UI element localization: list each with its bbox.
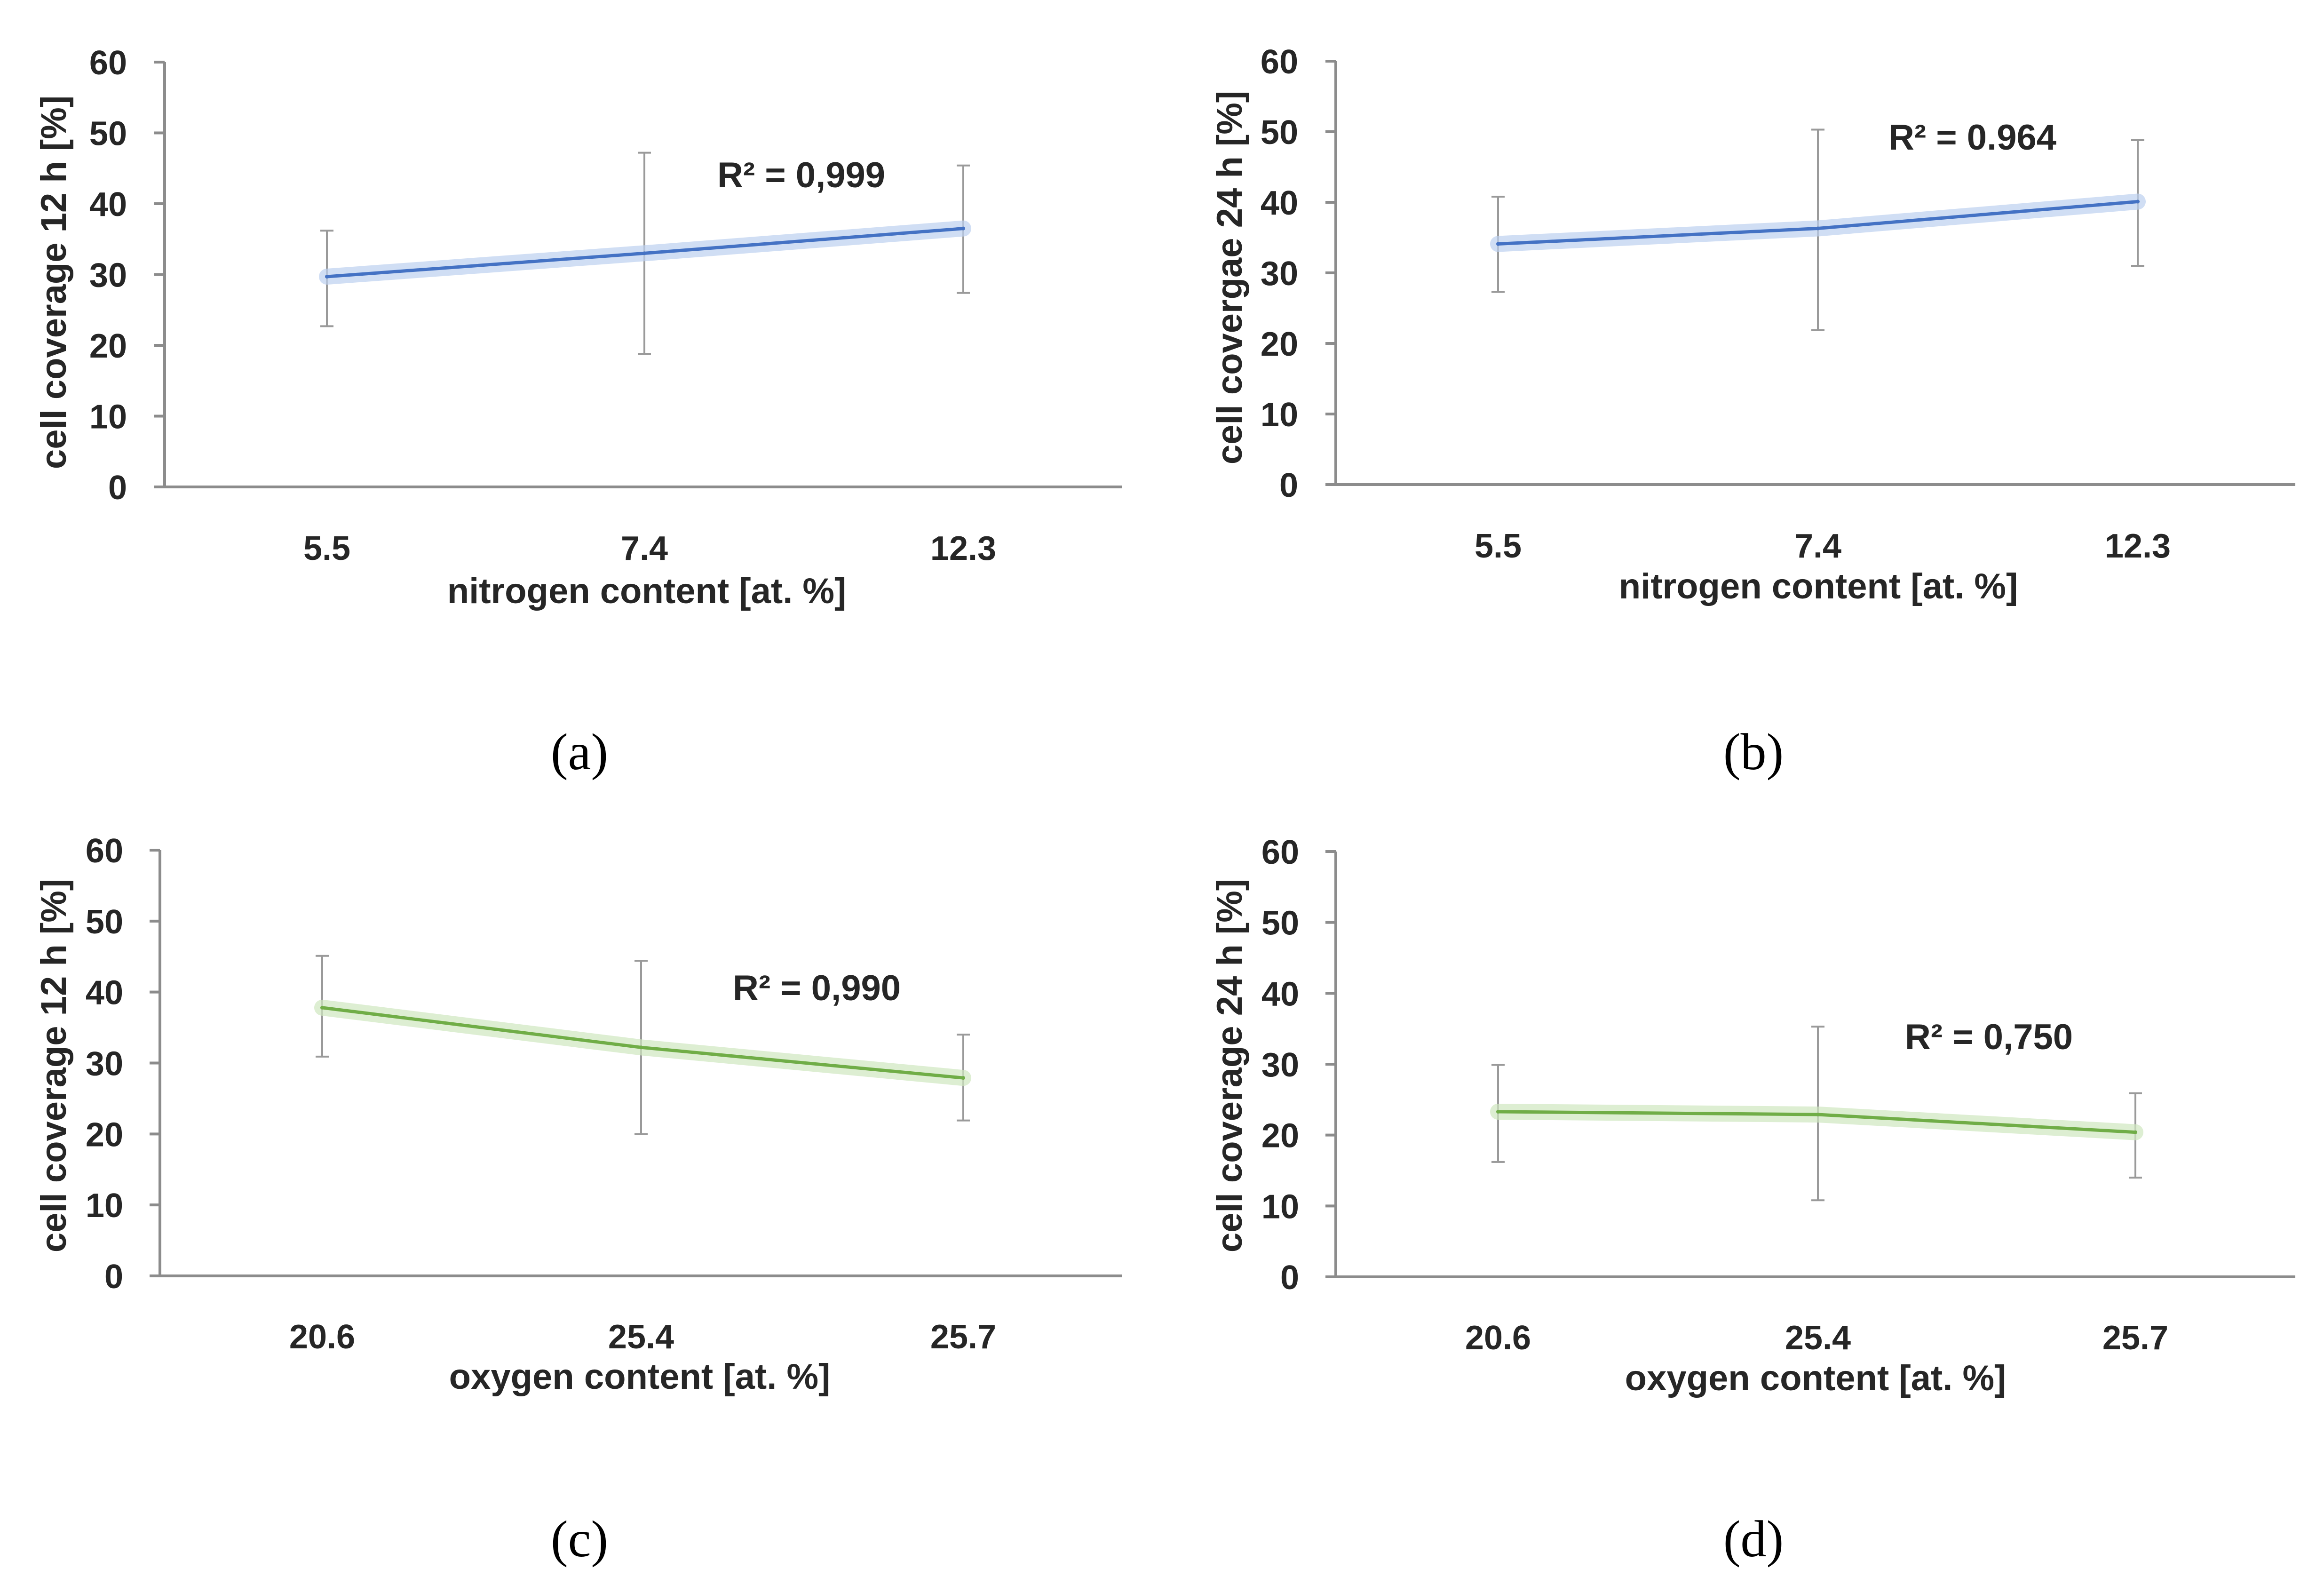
y-tick-label: 0: [1280, 1259, 1299, 1297]
data-point: [2134, 1130, 2137, 1134]
y-tick-label: 50: [1261, 905, 1299, 942]
y-tick-label: 10: [86, 1187, 123, 1225]
data-point: [1496, 1109, 1500, 1114]
y-tick-label: 60: [1261, 43, 1298, 81]
x-tick-label: 7.4: [1794, 527, 1841, 565]
y-tick-label: 20: [86, 1116, 123, 1154]
chart-panel-c: 0 10 20 30 40 50 60 20.6 25.4 25.7 cell coverage …: [34, 832, 1122, 1568]
r-squared-annotation: R² = 0.964: [1888, 118, 2056, 158]
x-tick-label: 12.3: [2105, 527, 2171, 565]
data-point: [1816, 1112, 1820, 1116]
data-point: [639, 1045, 643, 1050]
x-tick-label: 25.7: [2102, 1319, 2168, 1357]
x-axis-title: nitrogen content [at. %]: [447, 571, 847, 611]
x-tick-label: 5.5: [303, 530, 350, 567]
y-axis-title: cell coverage 24 h [%]: [1210, 879, 1250, 1252]
y-tick-label: 0: [104, 1258, 123, 1296]
y-axis-title: cell coverage 12 h [%]: [34, 879, 74, 1252]
y-tick-label: 30: [86, 1045, 123, 1083]
data-point: [2136, 199, 2140, 204]
x-tick-label: 12.3: [930, 530, 996, 567]
x-tick-label: 5.5: [1475, 527, 1522, 565]
data-point: [642, 251, 646, 255]
x-axis-title: oxygen content [at. %]: [449, 1357, 831, 1397]
x-tick-label: 25.4: [1785, 1319, 1851, 1357]
x-axis-title: nitrogen content [at. %]: [1619, 566, 2018, 606]
y-tick-label: 60: [89, 44, 127, 82]
x-tick-label: 25.7: [930, 1318, 996, 1356]
data-point: [961, 226, 965, 231]
panel-label: (c): [551, 1510, 608, 1568]
y-tick-label: 50: [1261, 114, 1298, 151]
panel-label: (a): [551, 723, 608, 781]
y-tick-label: 30: [1261, 1046, 1299, 1084]
y-tick-label: 30: [89, 257, 127, 295]
y-tick-label: 20: [1261, 1117, 1299, 1155]
x-tick-label: 20.6: [1465, 1319, 1531, 1357]
panel-label: (d): [1723, 1510, 1784, 1568]
y-tick-label: 0: [1279, 467, 1298, 504]
data-point: [325, 275, 329, 279]
data-point: [1816, 226, 1820, 231]
y-tick-label: 0: [108, 469, 127, 507]
x-tick-label: 7.4: [621, 530, 668, 567]
x-tick-label: 20.6: [289, 1318, 355, 1356]
x-axis-title: oxygen content [at. %]: [1625, 1358, 2007, 1398]
data-point: [1496, 242, 1500, 246]
panel-label: (b): [1723, 723, 1784, 781]
chart-panel-d: 0 10 20 30 40 50 60 20.6 25.4 25.7 cell coverage …: [1210, 834, 2295, 1568]
r-squared-annotation: R² = 0,750: [1905, 1017, 2073, 1057]
r-squared-annotation: R² = 0,999: [717, 155, 885, 195]
y-tick-label: 60: [86, 832, 123, 870]
y-tick-label: 40: [1261, 184, 1298, 222]
y-tick-label: 50: [86, 903, 123, 941]
r-squared-annotation: R² = 0,990: [733, 968, 901, 1008]
y-tick-label: 60: [1261, 834, 1299, 871]
y-tick-label: 20: [1261, 326, 1298, 363]
y-tick-label: 10: [1261, 396, 1298, 434]
y-tick-label: 40: [1261, 975, 1299, 1013]
y-tick-label: 40: [86, 974, 123, 1012]
y-axis-title: cell covergae 24 h [%]: [1210, 91, 1250, 464]
chart-panel-a: 0 10 20 30 40 50 60 5.5 7.4 12.3 cell coverage 12…: [34, 44, 1122, 781]
y-axis-title: cell coverage 12 h [%]: [34, 96, 74, 469]
chart-panel-b: 0 10 20 30 40 50 60 5.5 7.4 12.3 cell covergae 24…: [1210, 43, 2295, 781]
y-tick-label: 10: [89, 398, 127, 436]
data-point: [961, 1076, 965, 1080]
y-tick-label: 30: [1261, 255, 1298, 293]
y-tick-label: 20: [89, 327, 127, 365]
y-tick-label: 40: [89, 186, 127, 223]
y-tick-label: 50: [89, 115, 127, 153]
y-tick-label: 10: [1261, 1188, 1299, 1226]
x-tick-label: 25.4: [608, 1318, 674, 1356]
data-point: [320, 1005, 324, 1010]
